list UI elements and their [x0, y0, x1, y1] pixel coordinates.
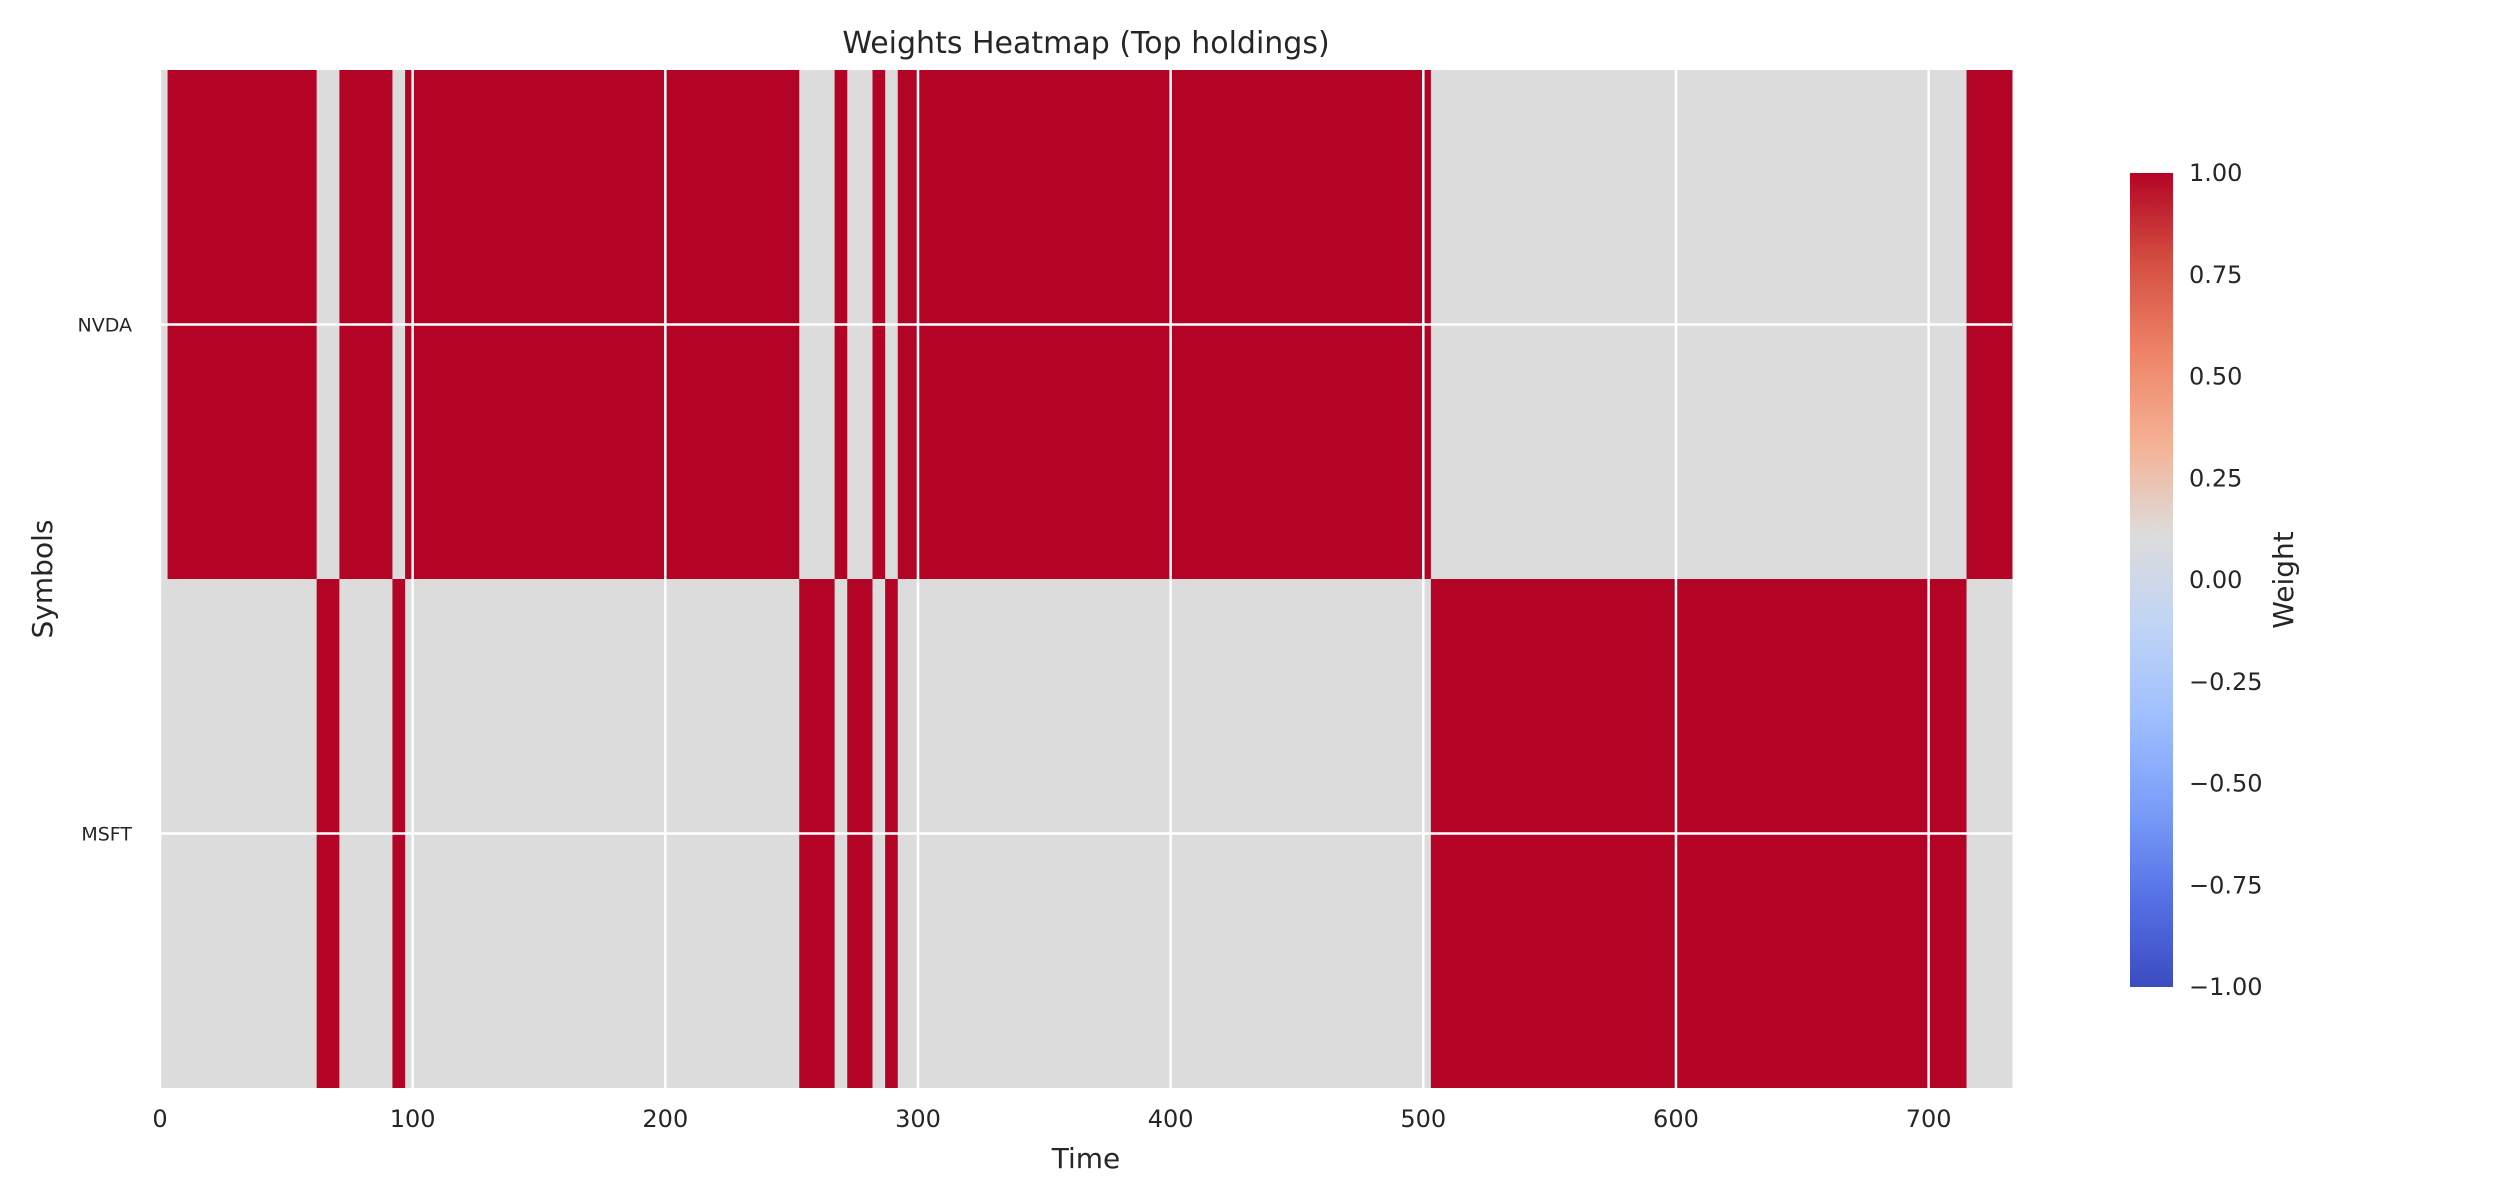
x-tick-label: 0 — [152, 1105, 167, 1133]
grid-lines — [158, 70, 2012, 1088]
colorbar-tick-label: 0.00 — [2189, 566, 2242, 594]
y-tick-label-nvda: NVDA — [77, 315, 132, 337]
colorbar-tick-label: 0.25 — [2189, 464, 2242, 492]
colorbar-tick-label: 0.50 — [2189, 363, 2242, 391]
colorbar-label: Weight — [2267, 531, 2300, 629]
colorbar-tick-label: −1.00 — [2189, 973, 2263, 1001]
y-tick-label-msft: MSFT — [81, 824, 132, 846]
colorbar-tick-label: 0.75 — [2189, 261, 2242, 289]
colorbar-tick-label: −0.50 — [2189, 770, 2263, 798]
x-tick-label: 700 — [1906, 1105, 1952, 1133]
x-tick-label: 500 — [1400, 1105, 1446, 1133]
chart-title: Weights Heatmap (Top holdings) — [842, 26, 1329, 61]
y-tick-labels: NVDA MSFT — [77, 315, 132, 846]
x-axis-label: Time — [1051, 1142, 1121, 1175]
x-tick-label: 400 — [1148, 1105, 1194, 1133]
colorbar-tick-label: −0.25 — [2189, 668, 2263, 696]
y-axis-label: Symbols — [26, 520, 59, 639]
x-tick-labels: 0 100 200 300 400 500 600 700 — [152, 1105, 1951, 1133]
x-tick-label: 200 — [642, 1105, 688, 1133]
colorbar-tick-label: 1.00 — [2189, 159, 2242, 187]
x-tick-label: 600 — [1653, 1105, 1699, 1133]
colorbar: 1.00 0.75 0.50 0.25 0.00 −0.25 −0.50 −0.75 −1.00 — [2130, 159, 2263, 1001]
x-tick-label: 300 — [895, 1105, 941, 1133]
colorbar-tick-label: −0.75 — [2189, 871, 2263, 899]
heatmap-cells — [160, 70, 2013, 1088]
x-tick-label: 100 — [390, 1105, 436, 1133]
colorbar-gradient — [2130, 173, 2173, 987]
